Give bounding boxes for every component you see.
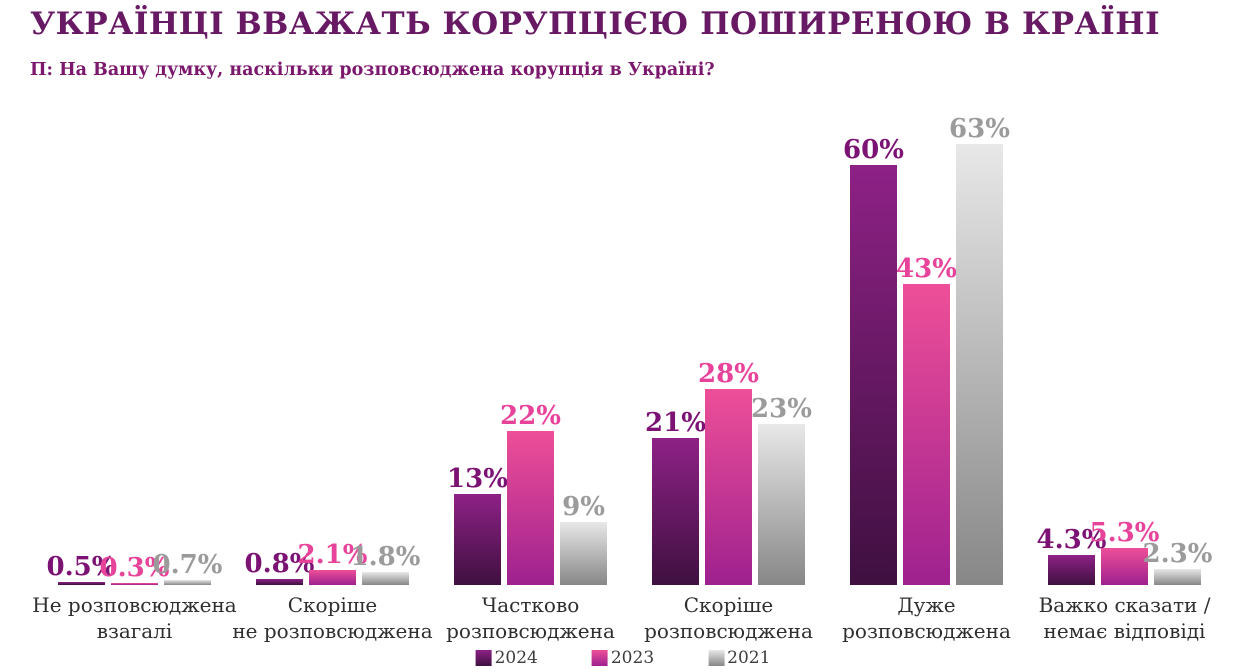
value-label: 5.3% xyxy=(1089,517,1160,548)
chart-subtitle: П: На Вашу думку, наскільки розповсюджен… xyxy=(30,60,715,80)
category-label: Частково розповсюджена xyxy=(446,593,615,643)
value-label: 60% xyxy=(843,135,904,165)
value-label: 22% xyxy=(500,401,561,431)
category-label: Скоріше розповсюджена xyxy=(644,593,813,643)
chart-legend: 2024 2023 2021 xyxy=(475,648,770,668)
bar-2024: 21% xyxy=(645,410,706,585)
value-label: 1.8% xyxy=(350,542,421,573)
bar-group: 0.5% 0.3% 0.7% Не розповсюджена взагалі xyxy=(32,552,236,643)
bar-2024: 0.5% xyxy=(47,554,116,585)
legend-item-2021: 2021 xyxy=(708,648,770,668)
bar-2021: 23% xyxy=(751,396,812,585)
legend-label: 2023 xyxy=(610,648,655,668)
bar-2021: 63% xyxy=(949,116,1010,585)
bar-2023: 0.3% xyxy=(100,555,169,585)
bar-2023: 43% xyxy=(896,256,957,585)
value-label: 43% xyxy=(896,254,957,284)
legend-item-2023: 2023 xyxy=(591,648,655,668)
value-label: 2.1% xyxy=(297,540,368,571)
bar-2023: 22% xyxy=(500,403,561,585)
legend-swatch-2024 xyxy=(475,650,492,666)
bar-2023: 28% xyxy=(698,361,759,585)
value-label: 63% xyxy=(949,114,1010,144)
bar-group: 4.3% 5.3% 2.3% Важко сказати / немає відпов… xyxy=(1037,520,1213,643)
bar-2023: 2.1% xyxy=(298,542,367,585)
bar-2024: 60% xyxy=(843,137,904,585)
bar-group: 21% 28% 23% Скоріше розповсюджена xyxy=(644,361,813,643)
bar-2021: 1.8% xyxy=(351,544,420,585)
legend-swatch-2021 xyxy=(708,650,725,666)
bar-2023: 5.3% xyxy=(1090,520,1159,585)
bar-2021: 0.7% xyxy=(153,552,222,585)
bar-group: 60% 43% 63% Дуже розповсюджена xyxy=(842,116,1011,643)
category-label: Скоріше не розповсюджена xyxy=(232,593,433,643)
category-label: Важко сказати / немає відповіді xyxy=(1038,593,1211,643)
legend-swatch-2023 xyxy=(591,650,608,666)
value-label: 0.7% xyxy=(152,550,223,581)
bar-2021: 9% xyxy=(560,494,607,585)
bar-2024: 4.3% xyxy=(1037,527,1106,585)
value-label: 28% xyxy=(698,359,759,389)
value-label: 13% xyxy=(447,464,508,494)
value-label: 0.8% xyxy=(244,549,315,580)
category-label: Не розповсюджена взагалі xyxy=(32,593,237,643)
value-label: 23% xyxy=(751,394,812,424)
value-label: 21% xyxy=(645,408,706,438)
bar-2021: 2.3% xyxy=(1143,541,1212,585)
value-label: 4.3% xyxy=(1036,524,1107,555)
chart-title: УКРАЇНЦІ ВВАЖАТЬ КОРУПЦІЄЮ ПОШИРЕНОЮ В К… xyxy=(30,6,1161,42)
value-label: 2.3% xyxy=(1142,538,1213,569)
legend-item-2024: 2024 xyxy=(475,648,538,668)
legend-label: 2021 xyxy=(727,648,771,668)
value-label: 9% xyxy=(562,492,605,522)
bar-group: 13% 22% 9% Частково розповсюджена xyxy=(446,403,615,643)
bar-2024: 13% xyxy=(447,466,508,585)
bar-group: 0.8% 2.1% 1.8% Скоріше не розповсюджена xyxy=(232,542,432,643)
legend-label: 2024 xyxy=(494,648,538,668)
bar-2024: 0.8% xyxy=(245,551,314,585)
category-label: Дуже розповсюджена xyxy=(842,593,1011,643)
value-label: 0.5% xyxy=(46,551,117,582)
value-label: 0.3% xyxy=(99,552,170,583)
